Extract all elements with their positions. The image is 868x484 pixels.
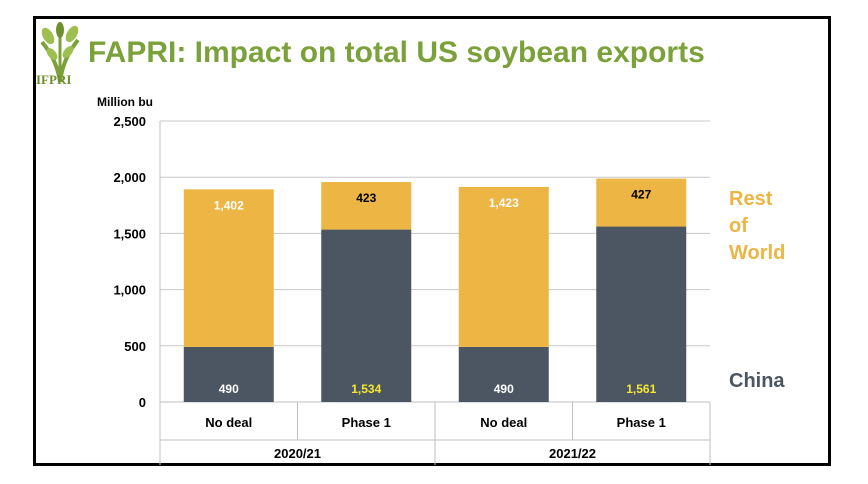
y-tick-label: 1,000 xyxy=(113,283,146,298)
x-category-label: Phase 1 xyxy=(617,415,666,430)
data-label-china: 490 xyxy=(219,382,239,396)
bar-rest-of-world xyxy=(183,189,274,347)
slide-frame xyxy=(33,16,831,466)
bar-rest-of-world xyxy=(321,182,412,230)
y-axis-unit-label: Million bu xyxy=(97,95,153,109)
data-label-china: 1,534 xyxy=(351,382,381,396)
data-label-rest-of-world: 423 xyxy=(356,191,376,205)
bar-china xyxy=(321,229,412,402)
logo-text: IFPRI xyxy=(36,72,72,87)
data-label-china: 1,561 xyxy=(626,382,656,396)
x-group-label: 2021/22 xyxy=(549,446,596,461)
page-title: FAPRI: Impact on total US soybean export… xyxy=(88,36,705,69)
legend-rest-of-world: Rest of World xyxy=(729,188,786,264)
data-label-rest-of-world: 1,423 xyxy=(489,196,519,210)
x-category-label: No deal xyxy=(205,415,252,430)
x-category-label: Phase 1 xyxy=(342,415,391,430)
y-tick-label: 500 xyxy=(124,339,146,354)
data-label-china: 490 xyxy=(494,382,514,396)
data-label-rest-of-world: 427 xyxy=(631,188,651,202)
ifpri-logo-icon xyxy=(40,22,80,83)
bar-china xyxy=(458,346,549,402)
legend-china: China xyxy=(729,370,785,392)
x-category-label: No deal xyxy=(480,415,527,430)
bar-rest-of-world xyxy=(458,186,549,347)
bar-china xyxy=(596,226,687,402)
bar-rest-of-world xyxy=(596,178,687,227)
x-group-label: 2020/21 xyxy=(274,446,321,461)
y-tick-label: 2,000 xyxy=(113,170,146,185)
y-tick-label: 1,500 xyxy=(113,226,146,241)
data-label-rest-of-world: 1,402 xyxy=(214,198,244,212)
y-tick-label: 2,500 xyxy=(113,114,146,129)
y-tick-label: 0 xyxy=(139,395,146,410)
bar-china xyxy=(183,346,274,402)
